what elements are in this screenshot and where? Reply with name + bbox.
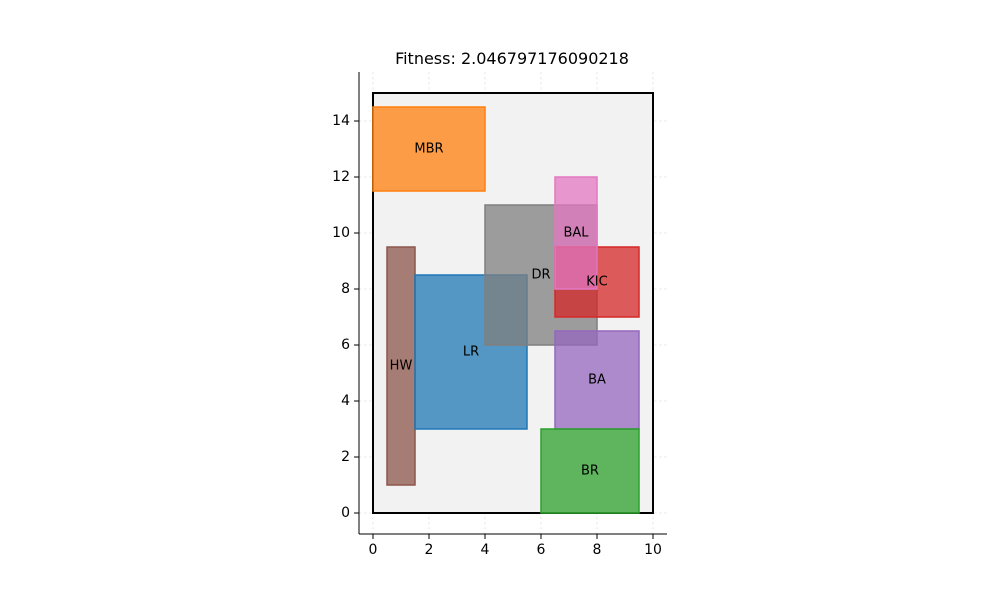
y-tick-label: 14	[332, 113, 350, 129]
room-hw	[386, 246, 416, 486]
y-tick-label: 0	[341, 505, 350, 521]
x-tick-label: 8	[593, 542, 602, 558]
y-tick-label: 6	[341, 337, 350, 353]
x-tick-label: 10	[644, 542, 662, 558]
x-tick-label: 0	[369, 542, 378, 558]
room-label-lr: LR	[463, 345, 479, 360]
axes: 0 2 4 6 8 10 0 2 4 6 8 10 12 14	[332, 72, 667, 558]
room-label-bal: BAL	[563, 226, 589, 241]
x-tick-label: 2	[425, 542, 434, 558]
room-label-hw: HW	[390, 359, 413, 374]
room-bal	[554, 176, 598, 290]
room-label-kic: KIC	[586, 275, 607, 290]
chart-title: Fitness: 2.046797176090218	[395, 49, 629, 68]
y-tick-label: 8	[341, 281, 350, 297]
rooms	[372, 106, 640, 514]
y-tick-label: 2	[341, 449, 350, 465]
y-tick-label: 10	[332, 225, 350, 241]
room-label-ba: BA	[588, 373, 606, 388]
y-tick-label: 4	[341, 393, 350, 409]
y-tick-label: 12	[332, 169, 350, 185]
room-label-mbr: MBR	[414, 142, 443, 157]
room-br	[540, 428, 640, 514]
x-tick-label: 4	[481, 542, 490, 558]
room-label-br: BR	[581, 464, 599, 479]
room-mbr	[372, 106, 486, 192]
room-labels: MBR HW LR DR KIC BAL BA BR	[390, 142, 608, 479]
x-tick-label: 6	[537, 542, 546, 558]
room-label-dr: DR	[531, 268, 550, 283]
